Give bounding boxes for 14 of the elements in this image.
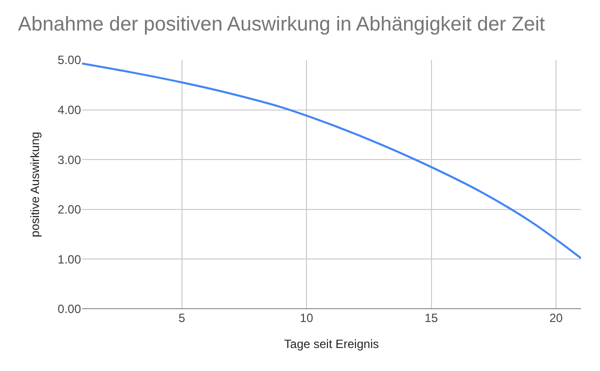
- y-tick-label: 5.00: [58, 53, 82, 68]
- x-tick-label: 20: [549, 311, 564, 325]
- y-tick-label: 0.00: [58, 302, 82, 316]
- x-tick-label: 15: [424, 311, 438, 325]
- line-series: [82, 62, 581, 260]
- x-axis-title: Tage seit Ereignis: [284, 336, 379, 351]
- y-tick-label: 3.00: [58, 152, 82, 167]
- x-tick-label: 10: [300, 311, 314, 325]
- y-tick-label: 2.00: [58, 202, 82, 217]
- x-tick-label: 5: [178, 311, 186, 325]
- y-tick-label: 1.00: [58, 252, 82, 266]
- y-tick-label: 4.00: [58, 103, 82, 117]
- y-axis-title: positive Auswirkung: [28, 132, 42, 238]
- chart-title: Abnahme der positiven Auswirkung in Abhängigkeit der Zeit: [18, 14, 546, 36]
